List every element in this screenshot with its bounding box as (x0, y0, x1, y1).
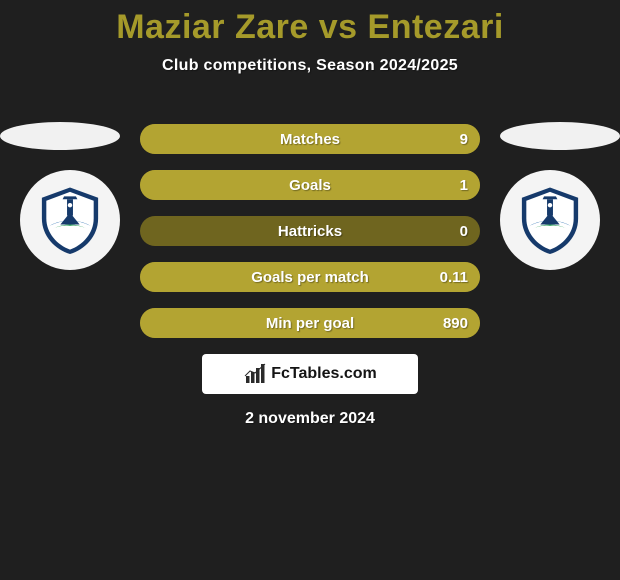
date-label: 2 november 2024 (0, 410, 620, 428)
stat-label: Hattricks (140, 216, 480, 246)
stat-row: Min per goal890 (140, 308, 480, 338)
stat-label: Goals (140, 170, 480, 200)
bar-chart-icon (243, 362, 267, 386)
stat-row: Hattricks0 (140, 216, 480, 246)
brand-text: FcTables.com (271, 365, 377, 383)
stat-value-right: 0.11 (440, 262, 468, 292)
player-photo-left (0, 122, 120, 154)
club-crest-icon (33, 183, 107, 257)
page-subtitle: Club competitions, Season 2024/2025 (0, 57, 620, 75)
stat-row: Goals1 (140, 170, 480, 200)
club-badge-right (500, 170, 600, 270)
stat-value-right: 890 (443, 308, 468, 338)
page-title: Maziar Zare vs Entezari (0, 0, 620, 47)
stat-row: Matches9 (140, 124, 480, 154)
stats-container: Matches9Goals1Hattricks0Goals per match0… (140, 124, 480, 354)
player-photo-right (500, 122, 620, 154)
stat-value-right: 9 (460, 124, 468, 154)
stat-row: Goals per match0.11 (140, 262, 480, 292)
stat-label: Min per goal (140, 308, 480, 338)
brand-box[interactable]: FcTables.com (202, 354, 418, 394)
club-crest-icon (513, 183, 587, 257)
stat-value-right: 0 (460, 216, 468, 246)
photo-ellipse-left (0, 122, 120, 150)
stats-card: Maziar Zare vs Entezari Club competition… (0, 0, 620, 580)
stat-value-right: 1 (460, 170, 468, 200)
stat-label: Goals per match (140, 262, 480, 292)
stat-label: Matches (140, 124, 480, 154)
club-badge-left (20, 170, 120, 270)
photo-ellipse-right (500, 122, 620, 150)
